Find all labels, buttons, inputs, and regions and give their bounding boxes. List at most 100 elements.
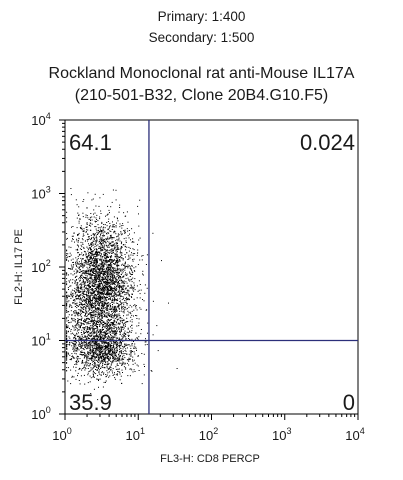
scatter-point <box>106 364 108 366</box>
scatter-point <box>95 241 97 243</box>
scatter-point <box>67 367 69 369</box>
scatter-point <box>91 258 93 260</box>
scatter-point <box>120 248 122 250</box>
scatter-point <box>128 289 130 291</box>
scatter-point <box>112 278 114 280</box>
scatter-point <box>110 334 111 335</box>
scatter-point <box>106 355 108 357</box>
scatter-point <box>142 299 143 300</box>
scatter-point <box>121 246 123 248</box>
scatter-point <box>116 360 118 362</box>
scatter-point <box>80 341 82 343</box>
scatter-point <box>95 264 97 266</box>
scatter-point <box>82 304 84 305</box>
scatter-point <box>103 231 105 233</box>
scatter-point <box>72 342 74 344</box>
scatter-point <box>109 275 111 277</box>
scatter-point <box>147 322 149 324</box>
scatter-point <box>93 247 95 249</box>
scatter-point <box>66 318 68 320</box>
scatter-point <box>104 271 106 273</box>
scatter-point <box>116 259 118 261</box>
scatter-point <box>76 294 78 296</box>
scatter-point <box>136 297 138 299</box>
scatter-point <box>97 348 99 350</box>
scatter-point <box>92 367 94 369</box>
scatter-point <box>110 244 112 246</box>
scatter-point <box>111 354 113 356</box>
scatter-point <box>132 260 134 262</box>
scatter-point <box>104 346 106 348</box>
scatter-point <box>89 348 91 350</box>
scatter-point <box>73 333 75 335</box>
scatter-point <box>79 337 81 339</box>
scatter-point <box>112 289 114 291</box>
scatter-point <box>87 288 89 290</box>
scatter-point <box>78 290 80 292</box>
scatter-point <box>89 276 91 278</box>
scatter-point <box>108 350 110 352</box>
scatter-point <box>90 239 92 241</box>
scatter-point <box>91 268 92 270</box>
scatter-point <box>112 277 114 279</box>
scatter-point <box>77 282 78 284</box>
scatter-point <box>87 294 89 296</box>
scatter-point <box>90 312 92 313</box>
scatter-point <box>131 343 133 345</box>
scatter-point <box>116 318 118 320</box>
scatter-point <box>114 351 116 353</box>
scatter-point <box>89 302 91 304</box>
scatter-point <box>105 353 107 355</box>
scatter-point <box>107 356 109 358</box>
scatter-point <box>104 315 106 317</box>
scatter-point <box>108 295 110 297</box>
quadrant-upper-left-value: 64.1 <box>69 130 112 155</box>
scatter-point <box>90 213 92 214</box>
scatter-point <box>102 249 103 251</box>
scatter-point <box>120 310 122 312</box>
scatter-point <box>89 282 91 284</box>
scatter-point <box>90 349 92 351</box>
scatter-point <box>96 273 98 275</box>
scatter-point <box>84 352 86 354</box>
scatter-point <box>87 355 89 357</box>
scatter-point <box>123 288 125 290</box>
scatter-point <box>119 226 121 228</box>
scatter-point <box>97 364 99 366</box>
scatter-point <box>116 358 118 360</box>
scatter-point <box>75 324 77 326</box>
scatter-point <box>103 372 105 374</box>
scatter-point <box>76 302 78 304</box>
scatter-point <box>117 350 118 352</box>
scatter-point <box>117 257 119 259</box>
scatter-point <box>124 254 126 255</box>
scatter-point <box>86 365 88 367</box>
scatter-point <box>72 326 74 328</box>
scatter-point <box>100 263 102 265</box>
scatter-point <box>95 321 97 322</box>
scatter-point <box>92 281 93 283</box>
scatter-point <box>103 342 105 344</box>
scatter-point <box>91 257 92 258</box>
scatter-point <box>105 303 107 305</box>
scatter-point <box>94 276 96 278</box>
scatter-point <box>85 298 87 300</box>
scatter-point <box>110 256 111 258</box>
scatter-point <box>66 278 68 280</box>
scatter-point <box>97 309 99 310</box>
scatter-point <box>88 318 90 320</box>
scatter-point <box>103 304 105 306</box>
scatter-point <box>108 232 110 234</box>
scatter-point <box>111 301 113 303</box>
scatter-point <box>88 291 89 293</box>
scatter-point <box>98 285 100 286</box>
scatter-point <box>107 249 108 251</box>
scatter-point <box>106 328 108 329</box>
scatter-point <box>107 314 109 316</box>
scatter-point <box>82 311 84 313</box>
scatter-point <box>76 330 78 332</box>
scatter-point <box>118 355 120 357</box>
scatter-point <box>136 325 138 327</box>
scatter-point <box>111 201 113 203</box>
scatter-point <box>118 303 120 305</box>
